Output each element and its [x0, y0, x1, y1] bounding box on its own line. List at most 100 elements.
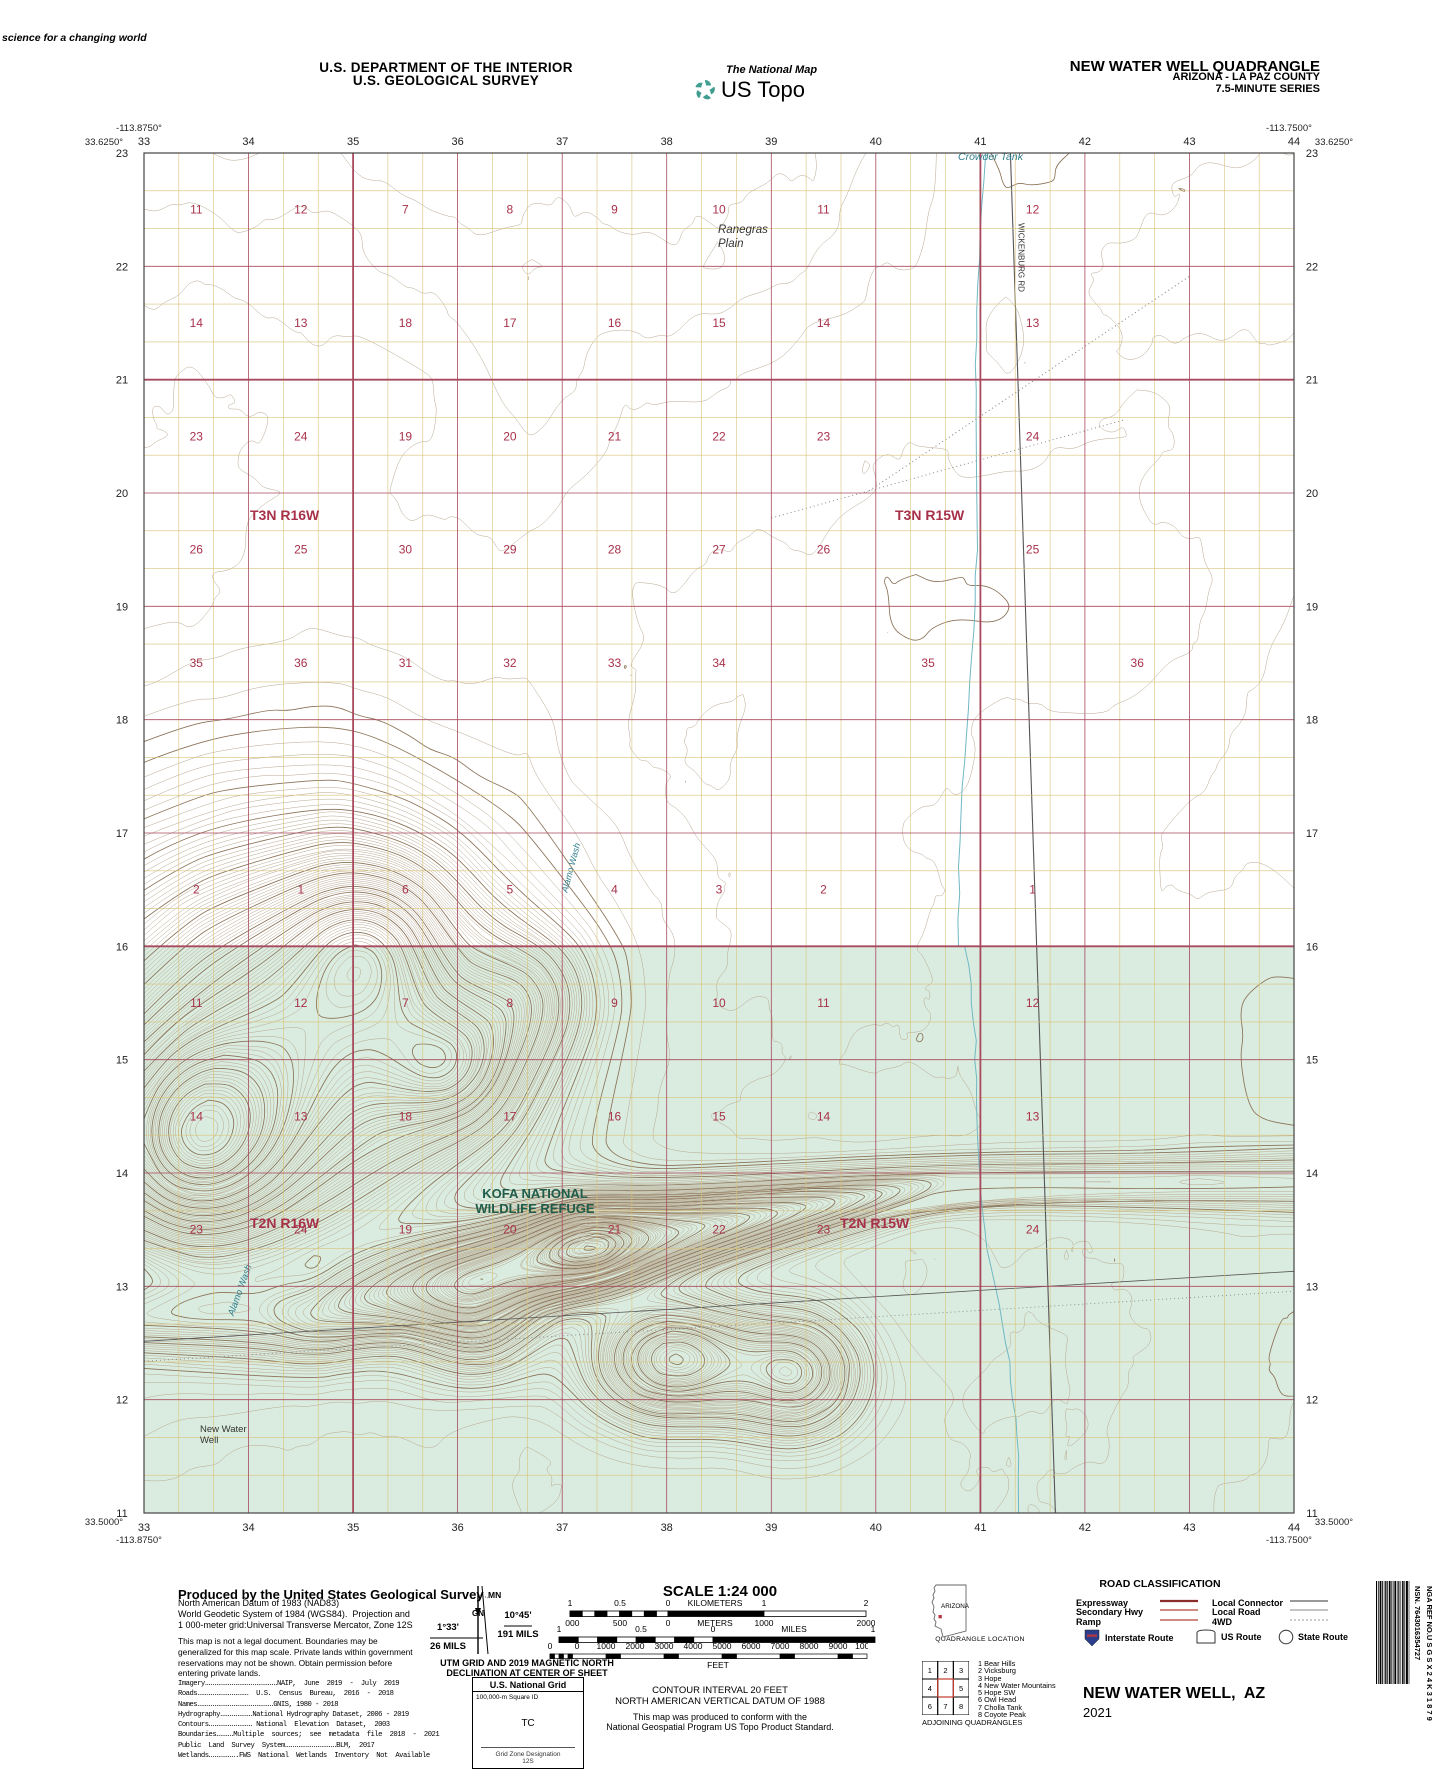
- svg-text:New Water: New Water: [200, 1424, 247, 1435]
- svg-text:FEET: FEET: [707, 1660, 729, 1670]
- svg-text:23: 23: [1306, 148, 1318, 160]
- svg-text:5: 5: [959, 1684, 963, 1693]
- svg-text:10: 10: [712, 996, 726, 1010]
- svg-text:T3N R16W: T3N R16W: [250, 507, 320, 523]
- svg-text:12: 12: [1026, 996, 1040, 1010]
- svg-text:39: 39: [765, 136, 777, 148]
- svg-text:1000: 1000: [597, 1641, 616, 1651]
- svg-text:11: 11: [817, 996, 830, 1010]
- svg-text:-113.7500°: -113.7500°: [1266, 123, 1312, 134]
- svg-text:37: 37: [556, 1522, 568, 1534]
- svg-text:11: 11: [817, 203, 830, 217]
- svg-text:WICKENBURG RD: WICKENBURG RD: [1016, 223, 1025, 292]
- svg-text:8: 8: [959, 1702, 963, 1711]
- svg-text:14: 14: [190, 1109, 204, 1123]
- svg-text:2: 2: [943, 1666, 947, 1675]
- svg-text:23: 23: [190, 1223, 204, 1237]
- svg-text:14: 14: [817, 1109, 831, 1123]
- svg-text:35: 35: [921, 656, 935, 670]
- svg-text:26 MILS: 26 MILS: [430, 1641, 466, 1652]
- svg-text:44: 44: [1288, 136, 1300, 148]
- svg-text:10000: 10000: [855, 1641, 868, 1651]
- svg-text:7: 7: [402, 203, 409, 217]
- svg-text:-113.8750°: -113.8750°: [116, 123, 162, 134]
- svg-text:20: 20: [116, 488, 128, 500]
- svg-text:21: 21: [608, 1223, 622, 1237]
- svg-text:41: 41: [974, 1522, 986, 1534]
- svg-text:41: 41: [974, 136, 986, 148]
- svg-text:35: 35: [347, 1522, 359, 1534]
- svg-text:-113.8750°: -113.8750°: [116, 1535, 162, 1546]
- svg-text:3000: 3000: [655, 1641, 674, 1651]
- svg-text:18: 18: [399, 1109, 413, 1123]
- svg-text:12: 12: [1026, 203, 1040, 217]
- svg-text:18: 18: [116, 715, 128, 727]
- svg-text:20: 20: [503, 1223, 517, 1237]
- svg-text:7000: 7000: [771, 1641, 790, 1651]
- svg-text:0: 0: [711, 1624, 716, 1634]
- svg-text:T2N R16W: T2N R16W: [250, 1215, 320, 1231]
- svg-text:23: 23: [817, 1223, 831, 1237]
- svg-text:MILES: MILES: [781, 1624, 807, 1634]
- svg-text:6000: 6000: [742, 1641, 761, 1651]
- svg-text:24: 24: [294, 429, 308, 443]
- svg-text:10: 10: [712, 203, 726, 217]
- svg-text:25: 25: [1026, 543, 1040, 557]
- svg-text:8: 8: [507, 203, 514, 217]
- svg-text:34: 34: [242, 1522, 254, 1534]
- svg-text:22: 22: [1306, 261, 1318, 273]
- svg-text:33: 33: [138, 136, 150, 148]
- svg-text:Ranegras: Ranegras: [718, 224, 768, 236]
- svg-text:14: 14: [190, 316, 204, 330]
- svg-text:17: 17: [503, 1109, 517, 1123]
- svg-text:21: 21: [1306, 375, 1318, 387]
- svg-text:16: 16: [1306, 941, 1318, 953]
- svg-text:32: 32: [503, 656, 517, 670]
- svg-text:34: 34: [242, 136, 254, 148]
- svg-text:17: 17: [503, 316, 517, 330]
- svg-text:36: 36: [451, 136, 463, 148]
- svg-text:33: 33: [608, 656, 622, 670]
- svg-text:16: 16: [116, 941, 128, 953]
- svg-text:11: 11: [190, 203, 203, 217]
- svg-text:9: 9: [611, 996, 618, 1010]
- svg-text:18: 18: [399, 316, 413, 330]
- svg-text:Well: Well: [200, 1435, 218, 1446]
- svg-text:19: 19: [399, 429, 413, 443]
- svg-text:29: 29: [503, 543, 517, 557]
- svg-text:12: 12: [1306, 1395, 1318, 1407]
- svg-text:15: 15: [712, 316, 726, 330]
- svg-text:18: 18: [1306, 715, 1318, 727]
- svg-text:1: 1: [928, 1666, 932, 1675]
- svg-text:42: 42: [1079, 136, 1091, 148]
- svg-text:4000: 4000: [684, 1641, 703, 1651]
- svg-text:27: 27: [712, 543, 726, 557]
- svg-text:19: 19: [399, 1223, 413, 1237]
- svg-text:33: 33: [138, 1522, 150, 1534]
- svg-text:33.6250°: 33.6250°: [85, 137, 123, 148]
- svg-text:MN: MN: [488, 1590, 501, 1600]
- svg-text:21: 21: [608, 429, 622, 443]
- svg-text:1: 1: [557, 1624, 562, 1634]
- svg-text:2: 2: [820, 883, 827, 897]
- svg-text:40: 40: [870, 1522, 882, 1534]
- svg-text:36: 36: [451, 1522, 463, 1534]
- svg-text:2: 2: [193, 883, 200, 897]
- svg-text:1°33': 1°33': [437, 1622, 459, 1633]
- svg-text:15: 15: [1306, 1055, 1318, 1067]
- svg-text:1: 1: [297, 883, 304, 897]
- svg-text:4: 4: [611, 883, 618, 897]
- svg-text:40: 40: [870, 136, 882, 148]
- svg-text:2000: 2000: [626, 1641, 645, 1651]
- svg-text:22: 22: [712, 1223, 726, 1237]
- svg-text:28: 28: [608, 543, 622, 557]
- svg-text:38: 38: [661, 1522, 673, 1534]
- svg-text:31: 31: [399, 656, 413, 670]
- svg-text:1: 1: [1029, 883, 1036, 897]
- svg-text:Plain: Plain: [718, 238, 744, 250]
- svg-text:20: 20: [1306, 488, 1318, 500]
- svg-text:ARIZONA: ARIZONA: [941, 1603, 970, 1610]
- svg-text:0.5: 0.5: [635, 1624, 647, 1634]
- svg-text:T2N R15W: T2N R15W: [840, 1215, 910, 1231]
- svg-text:26: 26: [190, 543, 204, 557]
